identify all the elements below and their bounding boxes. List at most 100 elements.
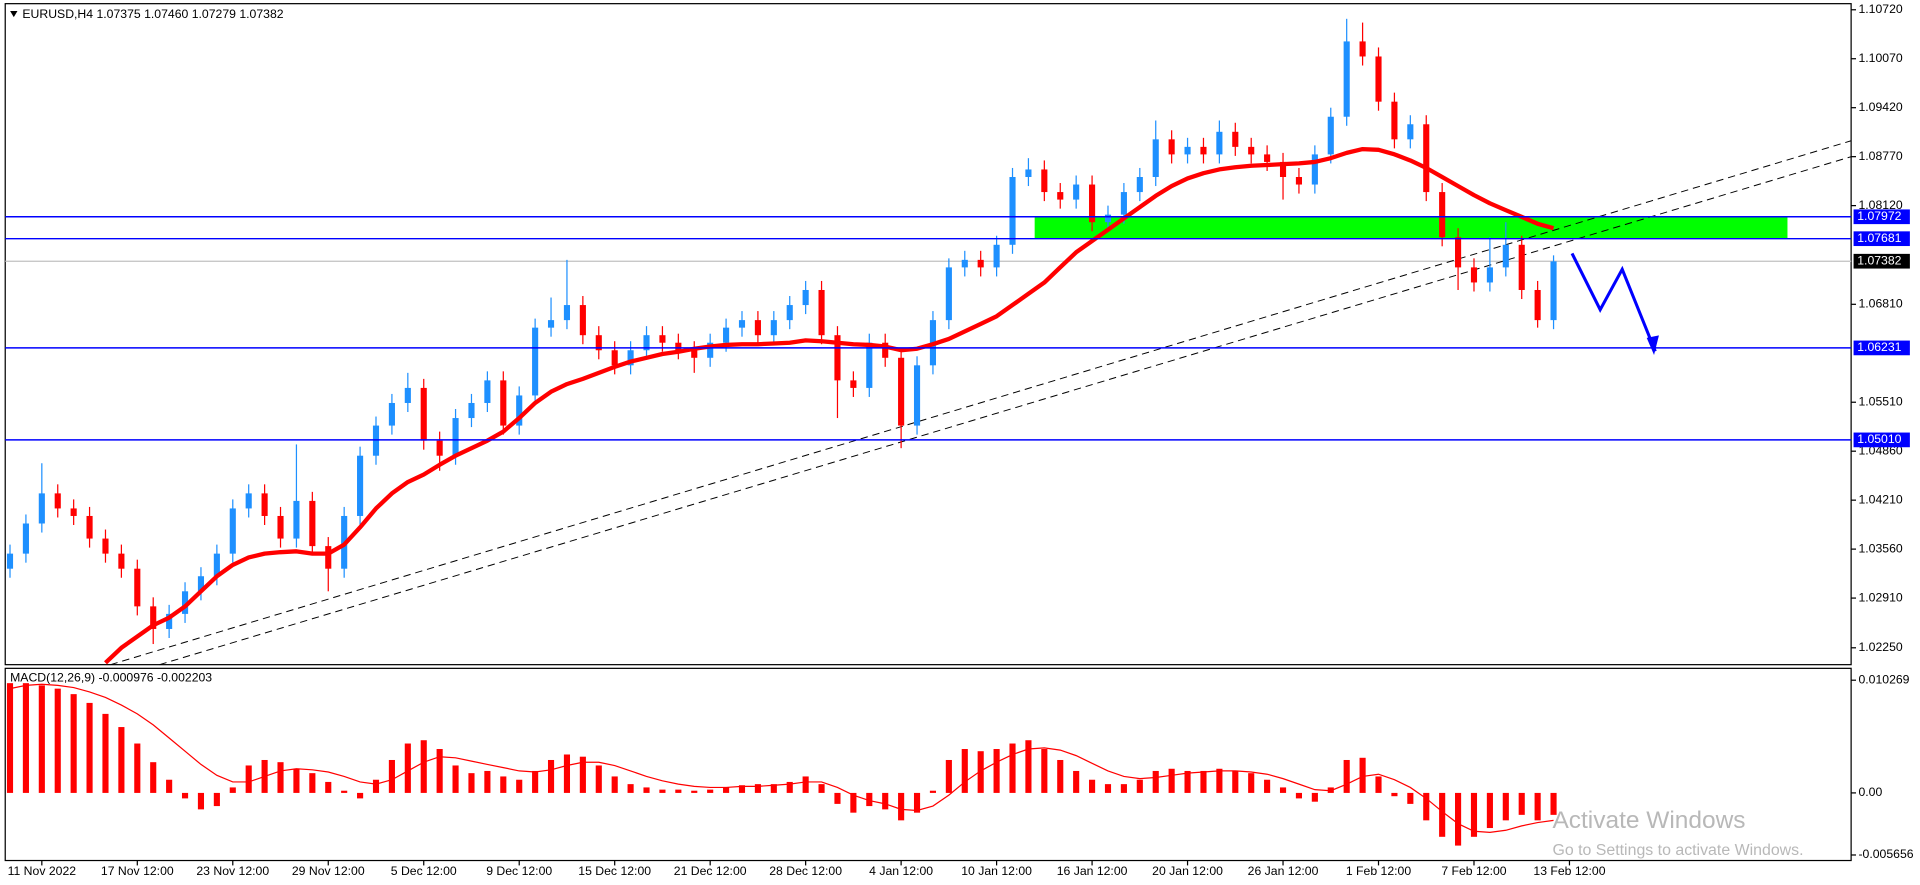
x-tick-label: 29 Nov 12:00: [292, 864, 365, 878]
macd-bar: [1502, 792, 1509, 821]
candle-body: [1136, 177, 1143, 193]
x-tick-label: 7 Feb 12:00: [1441, 864, 1506, 878]
macd-bar: [993, 749, 1000, 793]
y-tick-label: 1.06810: [1858, 297, 1902, 311]
candle-body: [197, 576, 205, 592]
macd-bar: [1295, 792, 1303, 799]
x-tick-label: 13 Feb 12:00: [1533, 864, 1605, 878]
candle-body: [54, 493, 61, 509]
candle-body: [738, 320, 746, 328]
candle-body: [500, 380, 507, 426]
candle-body: [1200, 146, 1207, 155]
candle-body: [325, 546, 332, 569]
candle-body: [1009, 177, 1016, 245]
macd-bar: [675, 789, 682, 793]
macd-bar: [707, 789, 714, 793]
candle-body: [786, 305, 793, 321]
candle-body: [70, 508, 77, 516]
macd-bar: [309, 773, 316, 793]
watermark-subtitle: Go to Settings to activate Windows.: [1552, 842, 1803, 859]
macd-bar: [484, 770, 491, 793]
macd-bar: [1439, 792, 1446, 837]
macd-bar: [1534, 792, 1541, 821]
macd-bar: [1184, 770, 1191, 793]
candle-body: [1375, 56, 1382, 102]
level-label: 1.07681: [1857, 231, 1901, 245]
watermark-title: Activate Windows: [1552, 807, 1745, 834]
macd-bar: [611, 776, 618, 793]
macd-bar: [213, 792, 220, 807]
macd-bar: [770, 784, 777, 793]
macd-bar: [945, 759, 952, 793]
level-label: 1.06231: [1857, 340, 1901, 354]
macd-bar: [961, 749, 968, 793]
candle-body: [261, 493, 268, 516]
candle-body: [563, 305, 571, 321]
level-label-box: [1853, 209, 1910, 225]
x-tick-label: 5 Dec 12:00: [391, 864, 457, 878]
candle-body: [977, 259, 984, 268]
candle-body: [547, 320, 555, 328]
macd-bar: [181, 792, 189, 799]
candle-body: [866, 342, 873, 388]
candle-body: [627, 350, 634, 366]
moving-average: [104, 146, 1555, 665]
candle-body: [723, 327, 730, 343]
chart-header: EURUSD,H4 1.07375 1.07460 1.07279 1.0738…: [22, 7, 283, 21]
macd-y-tick-label: -0.005656: [1858, 847, 1913, 861]
macd-bar: [547, 759, 555, 793]
macd-bar: [563, 754, 571, 793]
x-tick-label: 15 Dec 12:00: [578, 864, 651, 878]
macd-bar: [436, 749, 443, 793]
y-tick-label: 1.08770: [1858, 149, 1902, 163]
candle-body: [1073, 184, 1080, 200]
macd-bar: [898, 792, 905, 821]
macd-bar: [1423, 792, 1430, 821]
zone: [1034, 216, 1788, 239]
macd-bar: [1041, 749, 1048, 793]
macd-bar: [6, 683, 14, 793]
candle-body: [6, 553, 14, 569]
macd-bar: [1407, 792, 1414, 804]
y-tick-label: 1.03560: [1858, 541, 1902, 555]
candle-body: [1104, 214, 1112, 223]
candle-body: [579, 305, 586, 336]
candle-body: [754, 320, 761, 336]
x-tick-label: 28 Dec 12:00: [769, 864, 842, 878]
macd-bar: [1264, 779, 1271, 793]
candle-body: [357, 455, 364, 516]
macd-bar: [277, 762, 284, 793]
menu-triangle: [10, 11, 18, 18]
y-tick-label: 1.05510: [1858, 394, 1902, 408]
candle-body: [1486, 267, 1493, 283]
macd-y-tick-label: 0.00: [1858, 785, 1882, 799]
candle-body: [1184, 146, 1191, 155]
macd-bar: [786, 781, 793, 793]
macd-bar: [738, 785, 746, 793]
candle-body: [1518, 244, 1525, 290]
macd-bar: [1455, 792, 1462, 846]
candle-body: [691, 350, 698, 358]
candle-body: [388, 402, 395, 426]
candle-body: [484, 380, 491, 403]
macd-bar: [1168, 768, 1175, 793]
candle-body: [372, 425, 380, 456]
x-tick-label: 1 Feb 12:00: [1346, 864, 1411, 878]
macd-bar: [1057, 759, 1064, 793]
macd-bar: [372, 779, 380, 793]
candle-body: [993, 244, 1000, 268]
candle-body: [452, 418, 459, 456]
macd-bar: [86, 702, 93, 793]
macd-bar: [1104, 784, 1112, 793]
macd-bar: [1200, 770, 1207, 793]
candle-body: [1248, 146, 1255, 155]
macd-bar: [325, 781, 332, 793]
macd-bar: [643, 787, 650, 793]
trend-line: [110, 140, 1852, 666]
macd-bar: [866, 792, 873, 807]
macd-bar: [723, 787, 730, 793]
candle-body: [166, 613, 173, 629]
level-label: 1.05010: [1857, 432, 1901, 446]
macd-bar: [532, 770, 539, 793]
